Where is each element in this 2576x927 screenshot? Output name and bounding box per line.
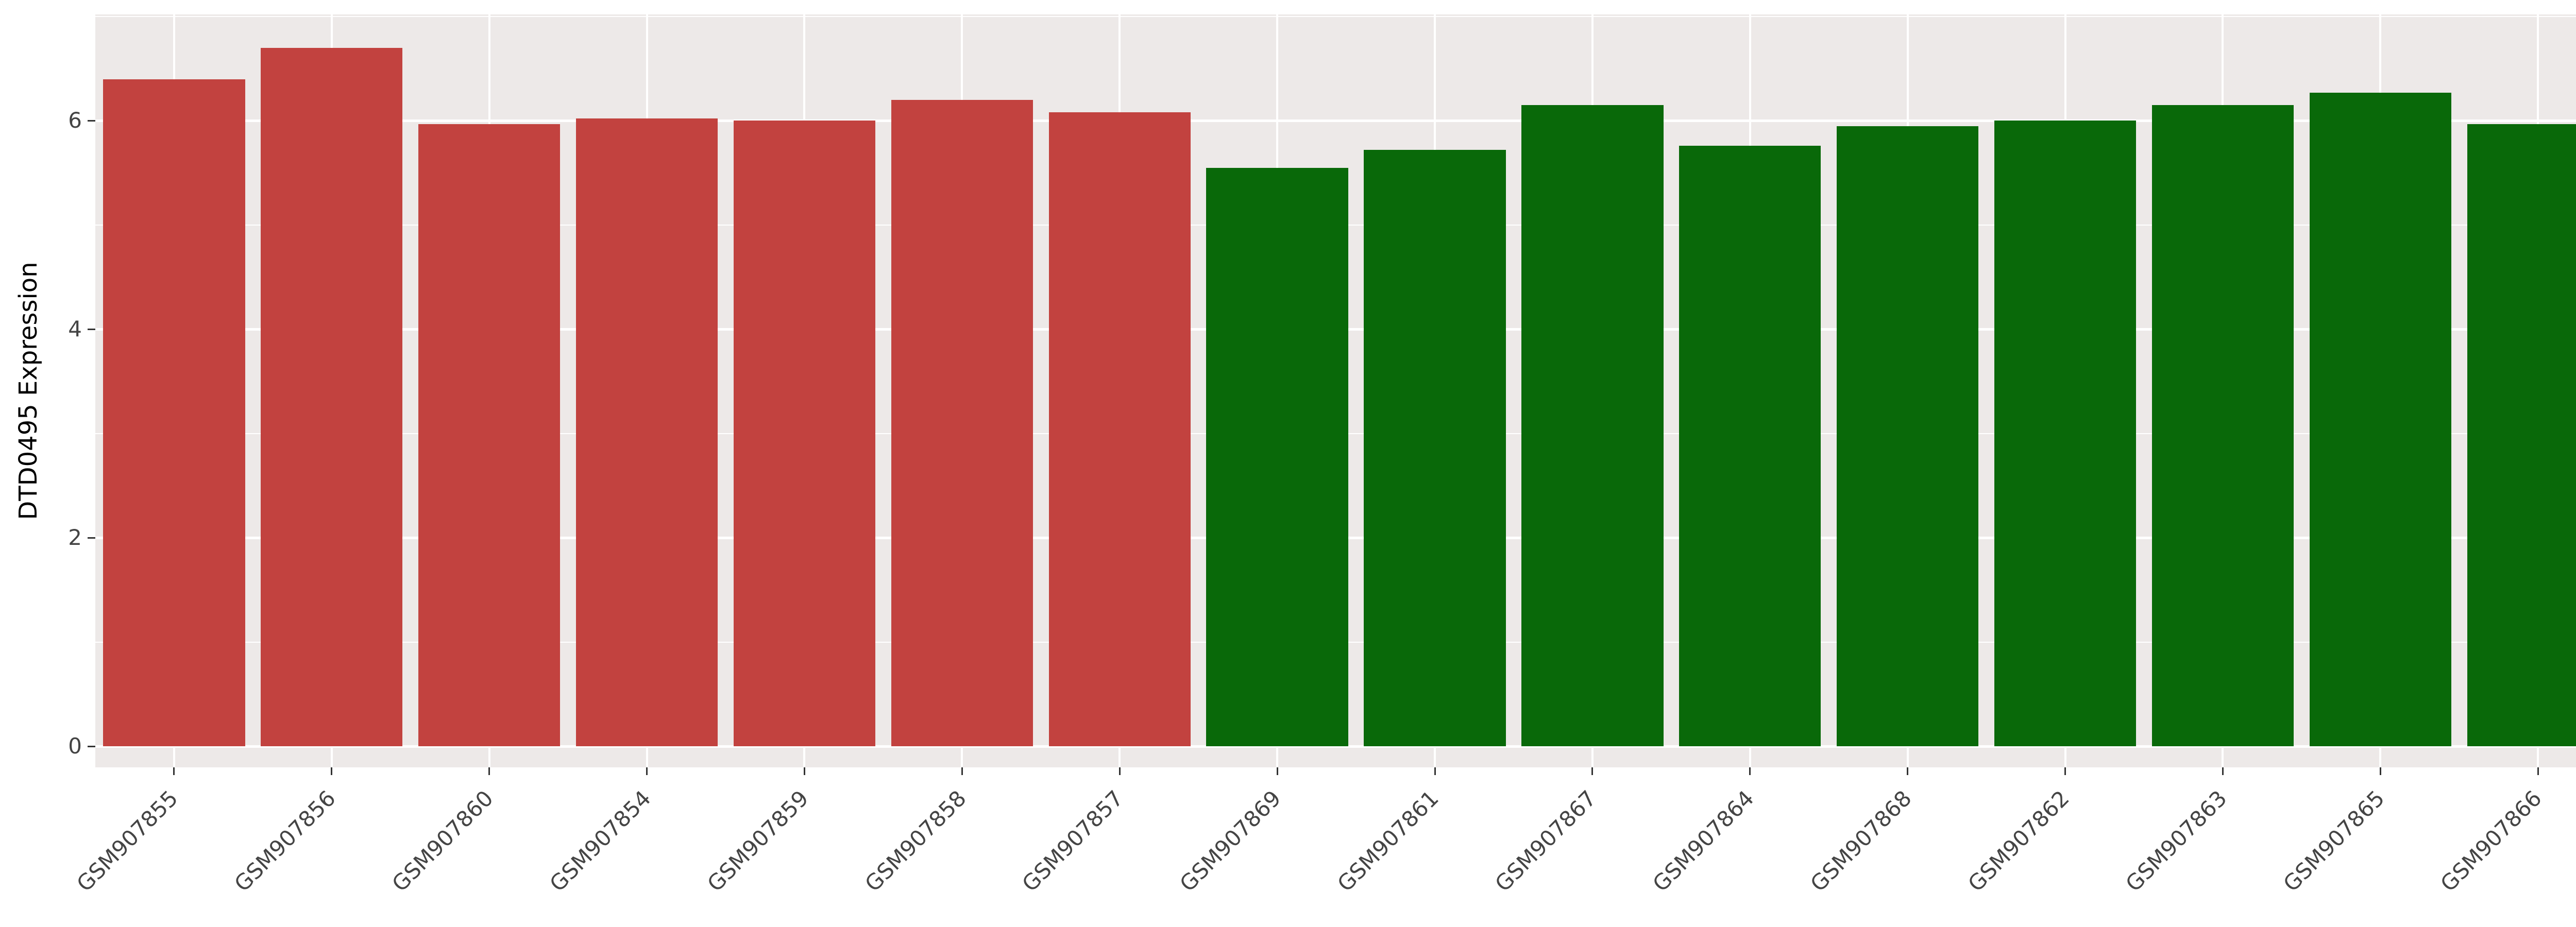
x-tick-label-text: GSM907859 [702, 785, 814, 897]
x-tick-label-text: GSM907857 [1017, 785, 1129, 897]
x-tick-label-text: GSM907866 [2435, 785, 2547, 897]
bar-GSM907856 [261, 47, 403, 746]
x-tick-label-text: GSM907869 [1175, 785, 1286, 897]
x-tick-mark [1434, 767, 1436, 775]
bar-GSM907855 [103, 79, 245, 746]
x-tick-label-text: GSM907854 [545, 785, 656, 897]
y-tick-mark [88, 537, 95, 539]
y-tick-label-4: 4 [68, 316, 82, 342]
x-tick-mark [1907, 767, 1909, 775]
x-tick-mark [173, 767, 175, 775]
bar-GSM907867 [1521, 105, 1664, 746]
x-tick-mark [1591, 767, 1594, 775]
minor-gridline-y7 [95, 16, 2576, 18]
x-tick-mark [331, 767, 333, 775]
x-tick-label-text: GSM907858 [859, 785, 971, 897]
x-tick-label-text: GSM907865 [2278, 785, 2389, 897]
bar-GSM907865 [2309, 92, 2451, 746]
y-tick-mark [88, 328, 95, 330]
bar-GSM907858 [891, 100, 1033, 746]
bar-GSM907854 [575, 118, 718, 746]
x-tick-mark [1118, 767, 1121, 775]
y-axis-title-text: DTD0495 Expression [14, 262, 43, 520]
bar-GSM907866 [2467, 124, 2576, 746]
bar-GSM907859 [733, 121, 876, 746]
x-tick-mark [488, 767, 490, 775]
major-gridline-y6 [95, 119, 2576, 122]
x-tick-mark [646, 767, 648, 775]
x-tick-mark [803, 767, 805, 775]
bar-GSM907863 [2151, 105, 2294, 746]
x-tick-mark [1276, 767, 1278, 775]
x-tick-label-text: GSM907862 [1962, 785, 2074, 897]
x-tick-mark [2064, 767, 2066, 775]
x-tick-label-text: GSM907861 [1332, 785, 1444, 897]
plot-panel [95, 14, 2576, 767]
x-tick-label-text: GSM907855 [72, 785, 183, 897]
bar-GSM907864 [1679, 146, 1821, 746]
x-tick-mark [961, 767, 963, 775]
x-tick-label-text: GSM907868 [1805, 785, 1917, 897]
y-tick-mark [88, 119, 95, 122]
x-tick-mark [2222, 767, 2224, 775]
bar-GSM907862 [1994, 121, 2137, 746]
x-tick-label-text: GSM907856 [229, 785, 341, 897]
y-tick-mark [88, 745, 95, 747]
x-tick-mark [2379, 767, 2381, 775]
x-tick-mark [1749, 767, 1751, 775]
x-tick-label-text: GSM907863 [2120, 785, 2232, 897]
x-tick-label-text: GSM907864 [1648, 785, 1759, 897]
x-tick-label-text: GSM907867 [1490, 785, 1601, 897]
y-tick-label-0: 0 [68, 733, 82, 759]
y-tick-label-2: 2 [68, 525, 82, 551]
y-tick-label-6: 6 [68, 108, 82, 133]
x-tick-mark [2537, 767, 2539, 775]
bar-GSM907868 [1837, 126, 1979, 746]
major-gridline-y0 [95, 745, 2576, 748]
bar-GSM907861 [1364, 150, 1506, 746]
bar-GSM907857 [1048, 112, 1191, 746]
x-tick-label-text: GSM907860 [387, 785, 498, 897]
bar-GSM907860 [418, 124, 561, 746]
bar-GSM907869 [1206, 167, 1348, 746]
